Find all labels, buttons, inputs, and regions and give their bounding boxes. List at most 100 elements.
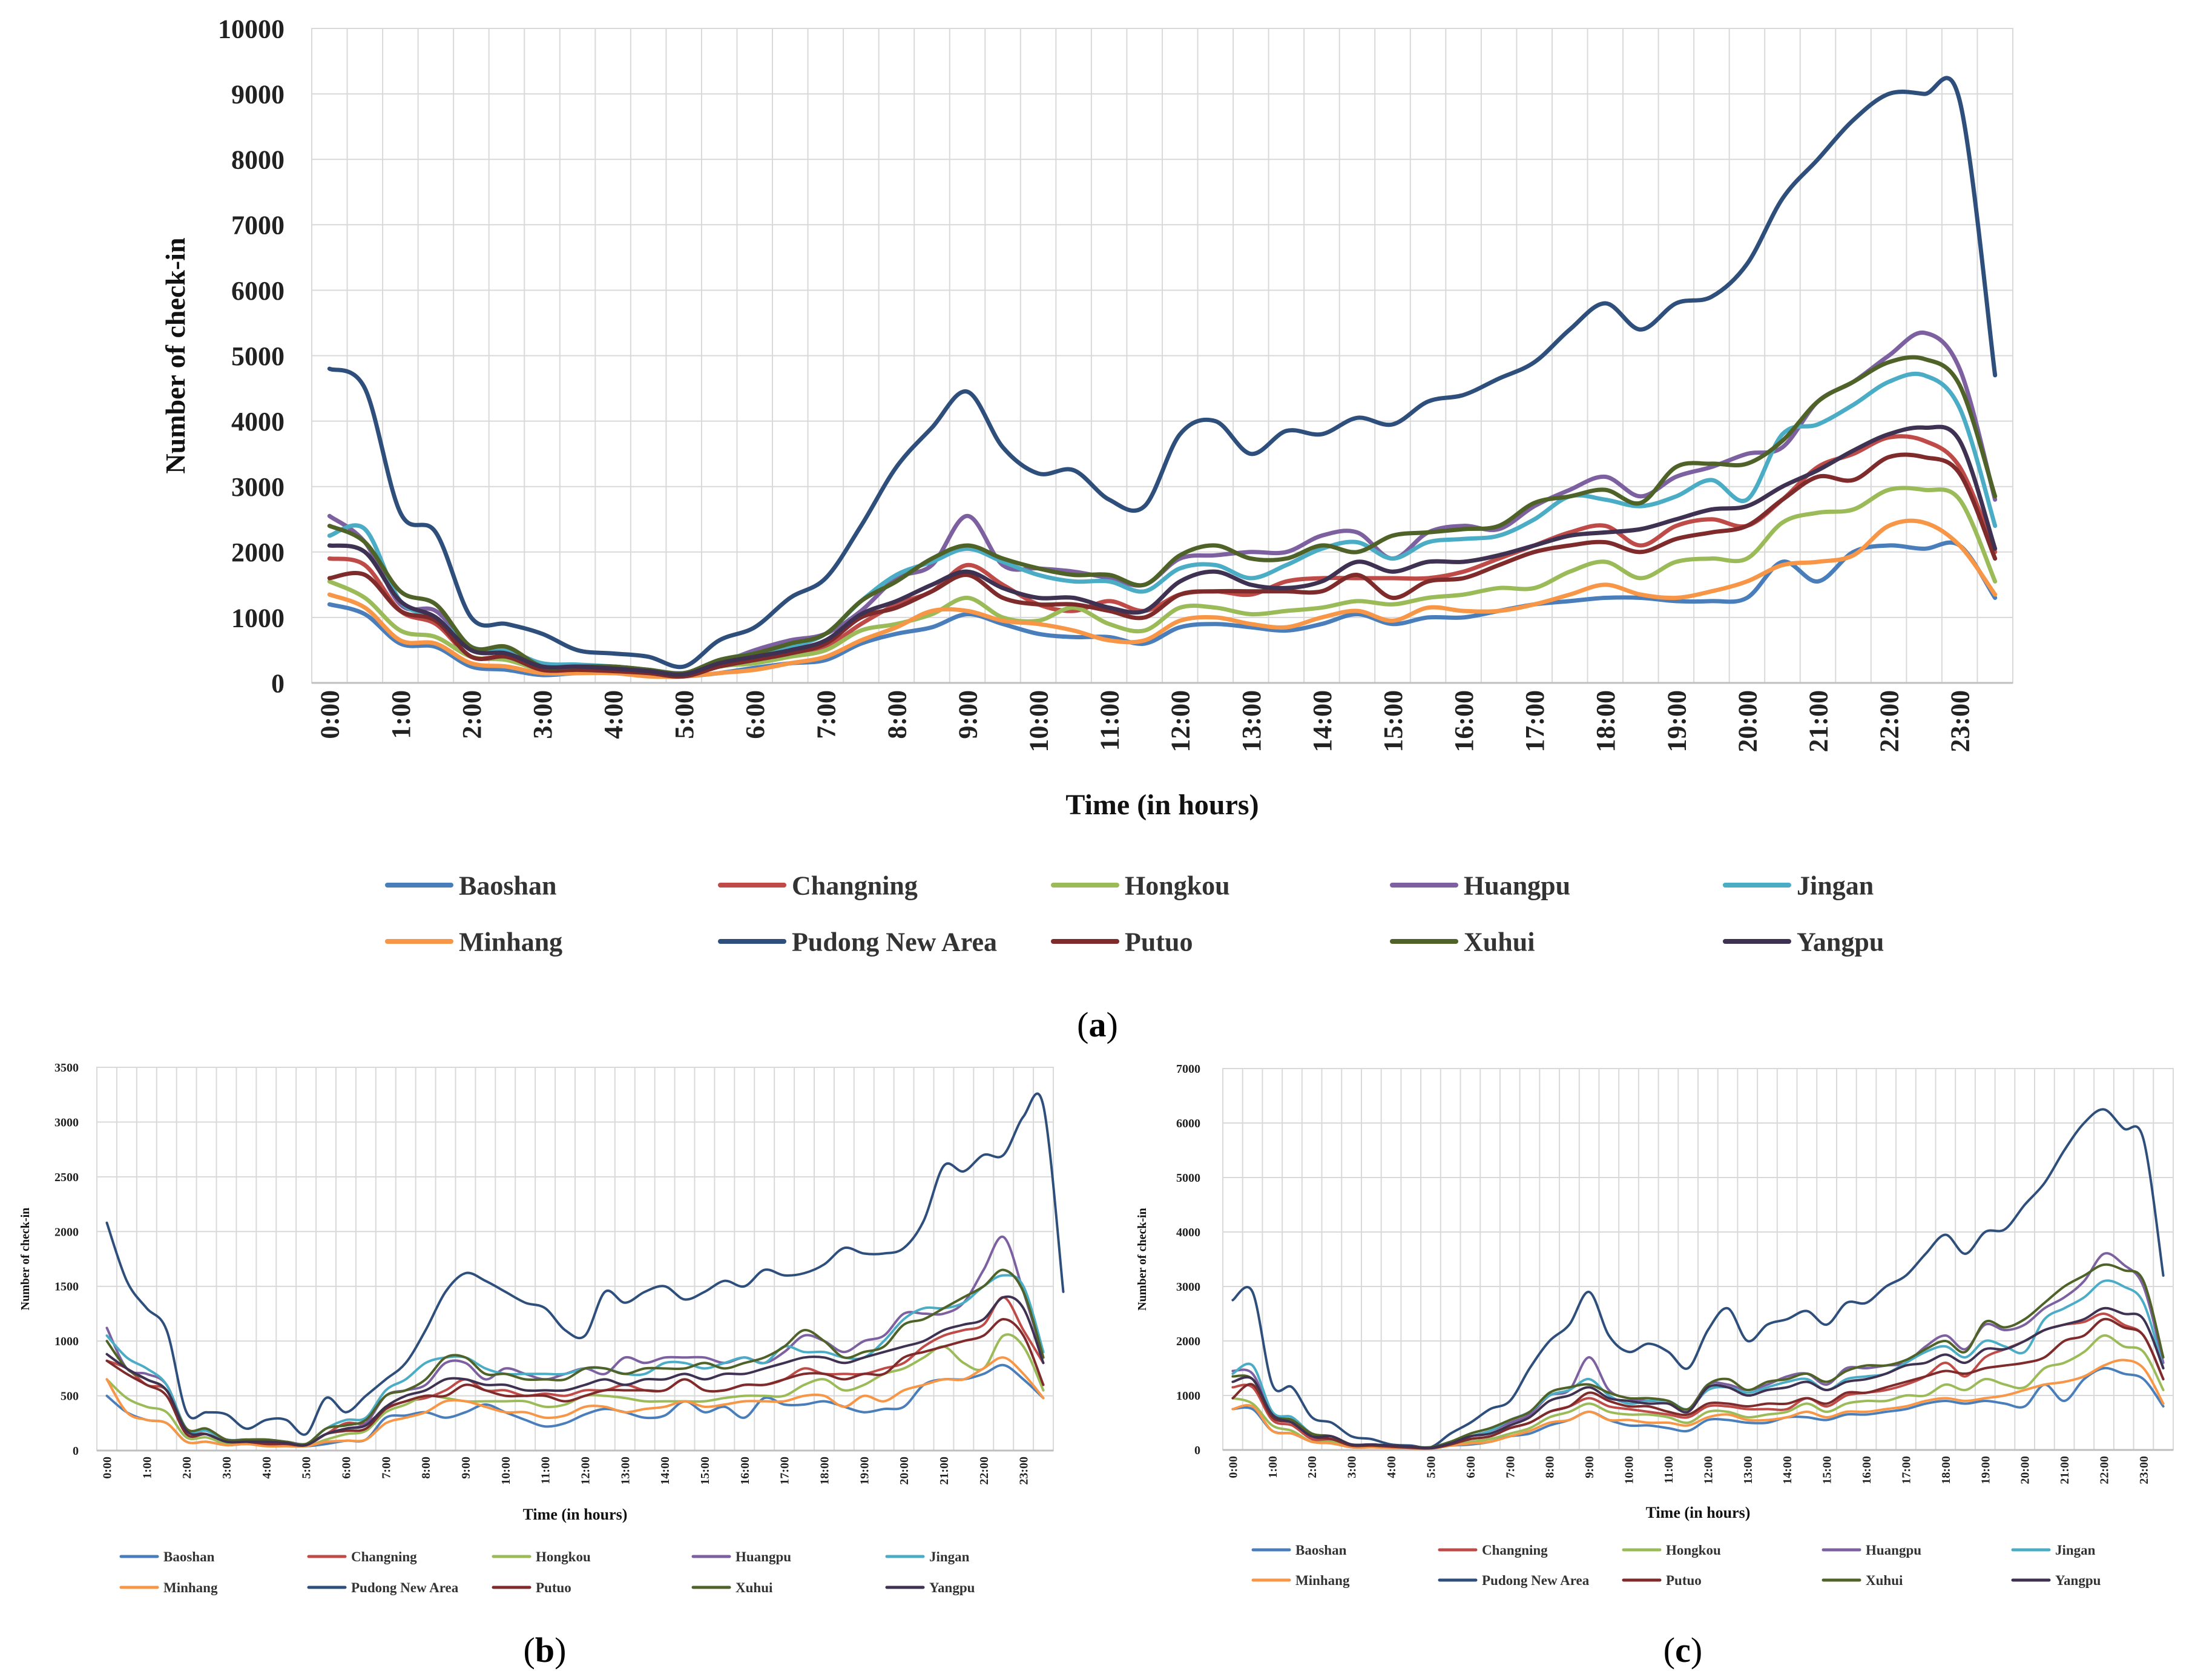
x-tick-label: 19:00 [858,1457,871,1485]
x-axis-title: Time (in hours) [523,1506,628,1523]
x-tick-label: 10:00 [1024,690,1054,753]
x-tick-label: 16:00 [1860,1456,1874,1484]
x-tick-label: 10:00 [1623,1456,1636,1484]
x-tick-label: 1:00 [140,1457,154,1479]
y-tick-label: 1000 [54,1335,79,1348]
legend-label-pudong-new-area: Pudong New Area [1482,1573,1590,1588]
chart-panel-c: 0 1000 2000 3000 4000 5000 6000 7000 0:00 1:00 2:0… [1136,1062,2174,1588]
legend-label-yangpu: Yangpu [2055,1573,2101,1588]
x-tick-label: 19:00 [1979,1456,1992,1484]
x-tick-label: 8:00 [1544,1456,1557,1478]
x-tick-label: 13:00 [1237,690,1266,753]
x-tick-label: 8:00 [882,690,912,739]
x-tick-label: 4:00 [599,690,628,739]
legend-label-changning: Changning [792,871,918,900]
x-tick-label: 4:00 [1385,1456,1398,1478]
legend-label-putuo: Putuo [1666,1573,1702,1588]
y-tick-label: 5000 [1176,1171,1200,1185]
legend-label-baoshan: Baoshan [1295,1543,1347,1558]
x-tick-label: 8:00 [420,1457,433,1479]
x-tick-label: 6:00 [1464,1456,1478,1478]
legend-label-jingan: Jingan [1797,871,1874,900]
x-tick-label: 20:00 [1733,690,1762,753]
y-tick-label: 5000 [231,341,285,371]
x-tick-label: 0:00 [1226,1456,1240,1478]
x-tick-label: 21:00 [1803,690,1833,753]
panel-label-c: (c) [1664,1630,1702,1670]
x-tick-label: 20:00 [898,1457,911,1485]
x-tick-label: 21:00 [938,1457,951,1485]
series-line-pudong-new-area [327,76,1998,670]
legend-label-minhang: Minhang [163,1580,218,1595]
y-tick-label: 3000 [231,472,285,502]
x-tick-label: 16:00 [739,1457,752,1485]
x-tick-label: 5:00 [670,690,699,739]
x-tick-label: 1:00 [386,690,416,739]
x-axis-title: Time (in hours) [1065,789,1259,821]
x-tick-label: 16:00 [1449,690,1479,753]
legend-label-huangpu: Huangpu [1866,1543,1921,1558]
legend-label-huangpu: Huangpu [1464,871,1570,900]
legend-label-xuhui: Xuhui [736,1580,773,1595]
x-tick-label: 0:00 [315,690,345,739]
x-tick-label: 3:00 [528,690,558,739]
x-tick-label: 6:00 [340,1457,354,1479]
x-tick-label: 2:00 [180,1457,194,1479]
x-tick-label: 17:00 [1520,690,1550,753]
panel-label-a: (a) [1077,1005,1118,1044]
x-tick-label: 6:00 [740,690,770,739]
legend-label-baoshan: Baoshan [163,1549,215,1564]
x-tick-label: 14:00 [659,1457,672,1485]
legend-label-yangpu: Yangpu [1797,927,1884,957]
legend-label-yangpu: Yangpu [929,1580,975,1595]
series-line-minhang [105,1356,1045,1448]
legend-label-putuo: Putuo [536,1580,571,1595]
y-tick-label: 9000 [231,80,285,110]
x-tick-label: 23:00 [1018,1457,1031,1485]
x-tick-label: 5:00 [1424,1456,1438,1478]
y-tick-label: 1000 [231,603,285,633]
legend-label-changning: Changning [1482,1543,1548,1558]
legend-label-minhang: Minhang [459,927,562,957]
panel-label-b: (b) [524,1630,567,1670]
x-tick-label: 15:00 [1378,690,1408,753]
y-tick-label: 7000 [1176,1062,1200,1076]
y-tick-label: 3000 [1176,1280,1200,1294]
y-tick-label: 8000 [231,145,285,175]
x-tick-label: 4:00 [260,1457,274,1479]
x-tick-label: 17:00 [778,1457,792,1485]
series-line-putuo [105,1318,1045,1447]
x-tick-label: 11:00 [539,1457,553,1484]
legend-label-baoshan: Baoshan [459,871,556,900]
x-tick-label: 23:00 [1946,690,1975,753]
y-tick-label: 2500 [54,1171,79,1184]
x-tick-label: 13:00 [619,1457,632,1485]
x-tick-label: 2:00 [457,690,487,739]
x-tick-label: 3:00 [220,1457,234,1479]
chart-panel-a: 0 1000 2000 3000 4000 5000 6000 7000 8000 9000 100… [160,14,2013,957]
legend-label-hongkou: Hongkou [1666,1543,1721,1558]
x-tick-label: 7:00 [380,1457,393,1479]
legend-label-jingan: Jingan [2055,1543,2096,1558]
x-tick-label: 22:00 [1875,690,1904,753]
y-tick-label: 6000 [231,276,285,306]
series-line-yangpu [327,424,1998,677]
y-tick-label: 2000 [231,538,285,567]
legend-label-changning: Changning [351,1549,417,1564]
x-tick-label: 17:00 [1900,1456,1913,1484]
series-line-pudong-new-area [1231,1108,2165,1449]
x-tick-label: 1:00 [1266,1456,1280,1478]
series-line-pudong-new-area [105,1092,1065,1436]
x-tick-label: 15:00 [1821,1456,1834,1484]
legend-label-hongkou: Hongkou [1125,871,1230,900]
x-tick-label: 10:00 [499,1457,513,1485]
y-tick-label: 0 [271,668,285,698]
x-tick-label: 20:00 [2019,1456,2032,1484]
x-tick-label: 7:00 [1504,1456,1517,1478]
x-tick-label: 14:00 [1781,1456,1794,1484]
series-line-xuhui [105,1268,1045,1446]
y-tick-label: 4000 [1176,1226,1200,1239]
y-tick-label: 10000 [218,14,285,44]
y-tick-label: 3000 [54,1116,79,1129]
